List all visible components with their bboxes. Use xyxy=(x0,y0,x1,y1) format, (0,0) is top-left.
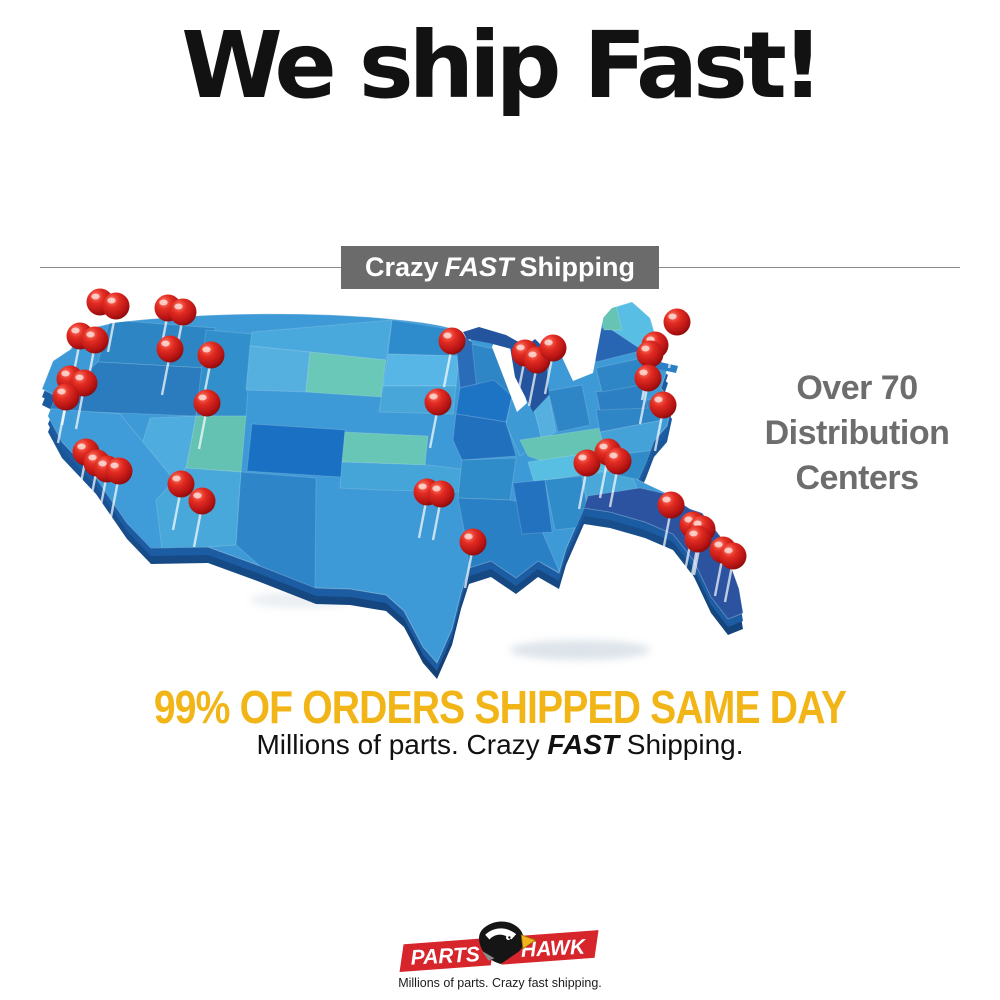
location-pin xyxy=(649,391,677,419)
location-pin xyxy=(539,334,567,362)
logo-tagline: Millions of parts. Crazy fast shipping. xyxy=(398,976,602,990)
partshawk-logo: PARTS HAWK xyxy=(0,920,1000,985)
location-pin xyxy=(634,364,662,392)
location-pin xyxy=(657,491,685,519)
location-pin xyxy=(188,487,216,515)
location-pin xyxy=(719,542,747,570)
pin-stem xyxy=(417,501,428,539)
pin-stem xyxy=(608,470,619,508)
location-pin xyxy=(573,449,601,477)
pin-stem xyxy=(74,392,85,430)
page-title: We ship Fast! xyxy=(181,12,824,119)
location-pin xyxy=(427,480,455,508)
same-day-headline: 99% OF ORDERS SHIPPED SAME DAY xyxy=(153,681,847,733)
ribbon-word-1: Crazy xyxy=(364,252,439,282)
pin-stem xyxy=(171,493,182,531)
location-pin xyxy=(197,341,225,369)
pin-stem xyxy=(442,350,453,388)
pin-stem xyxy=(723,565,734,603)
pin-stem xyxy=(106,315,117,353)
pin-stem xyxy=(97,478,108,516)
pin-stem xyxy=(515,362,526,400)
pin-stem xyxy=(160,358,171,396)
location-pin xyxy=(167,470,195,498)
location-pin xyxy=(459,528,487,556)
pin-stem xyxy=(598,461,609,499)
subline-part-3: Shipping. xyxy=(618,729,744,760)
logo-parts-text: PARTS xyxy=(410,943,480,970)
pin-stem xyxy=(577,472,588,510)
note-line-3: Centers xyxy=(795,459,919,497)
pin-stem xyxy=(661,514,672,552)
location-pin xyxy=(636,340,664,368)
location-pin xyxy=(105,457,133,485)
pin-stem xyxy=(653,414,664,452)
pin-stem xyxy=(431,503,442,541)
subline-part-fast: FAST xyxy=(547,729,619,760)
hawk-head-icon xyxy=(479,921,537,964)
pin-stem xyxy=(56,406,67,444)
pin-stem xyxy=(192,510,203,548)
pins-layer xyxy=(52,288,747,603)
pin-stem xyxy=(543,357,554,395)
distribution-note: Over 70 Distribution Centers xyxy=(732,366,982,501)
pin-stem xyxy=(76,461,87,499)
pin-stem xyxy=(109,480,120,518)
shipping-ribbon: Crazy FAST Shipping xyxy=(340,246,660,289)
pin-stem xyxy=(688,548,699,586)
pin-stem xyxy=(197,412,208,450)
location-pin xyxy=(169,298,197,326)
pin-stem xyxy=(638,387,649,425)
pin-stem xyxy=(87,472,98,510)
location-pin xyxy=(52,383,80,411)
ribbon-word-fast: FAST xyxy=(444,252,514,282)
subline-part-1: Millions of parts. Crazy xyxy=(256,729,548,760)
partshawk-logo-graphic: PARTS HAWK xyxy=(396,921,602,975)
note-line-2: Distribution xyxy=(764,414,950,452)
logo-left-bar xyxy=(396,934,498,975)
location-pin xyxy=(156,335,184,363)
location-pin xyxy=(438,327,466,355)
location-pin xyxy=(663,308,691,336)
pin-stem xyxy=(527,369,538,407)
location-pin xyxy=(684,525,712,553)
note-line-1: Over 70 xyxy=(796,369,918,407)
location-pin xyxy=(193,389,221,417)
pin-stem xyxy=(428,411,439,449)
location-pin xyxy=(102,292,130,320)
pin-stem xyxy=(667,331,678,369)
location-pin xyxy=(604,447,632,475)
location-pin xyxy=(424,388,452,416)
pin-stem xyxy=(463,551,474,589)
ribbon-word-3: Shipping xyxy=(519,252,636,282)
location-pin xyxy=(81,326,109,354)
pin-stem xyxy=(713,559,724,597)
subline: Millions of parts. Crazy FAST Shipping. xyxy=(0,729,1000,761)
